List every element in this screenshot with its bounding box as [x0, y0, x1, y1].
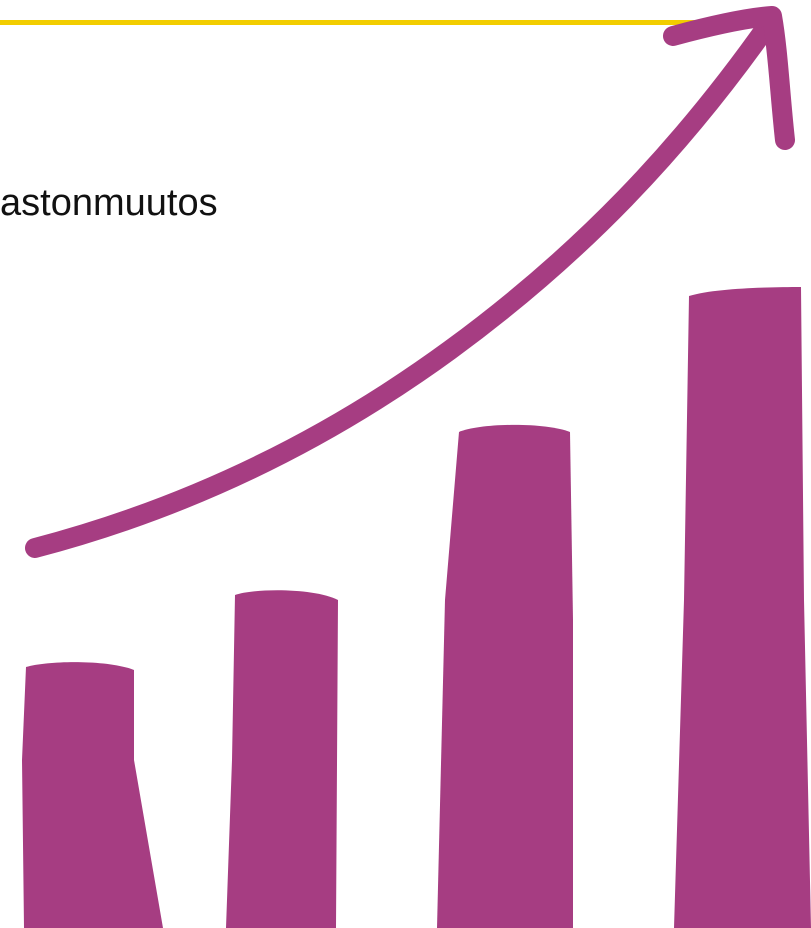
slide-title: astonmuutos	[0, 182, 218, 224]
growth-bar	[226, 590, 338, 928]
accent-line	[0, 20, 720, 25]
growth-bar	[22, 662, 163, 928]
growth-bar	[437, 424, 573, 928]
growth-bar	[674, 287, 811, 928]
growth-arrow-head	[663, 6, 795, 150]
growth-arrow-shaft	[25, 12, 780, 558]
